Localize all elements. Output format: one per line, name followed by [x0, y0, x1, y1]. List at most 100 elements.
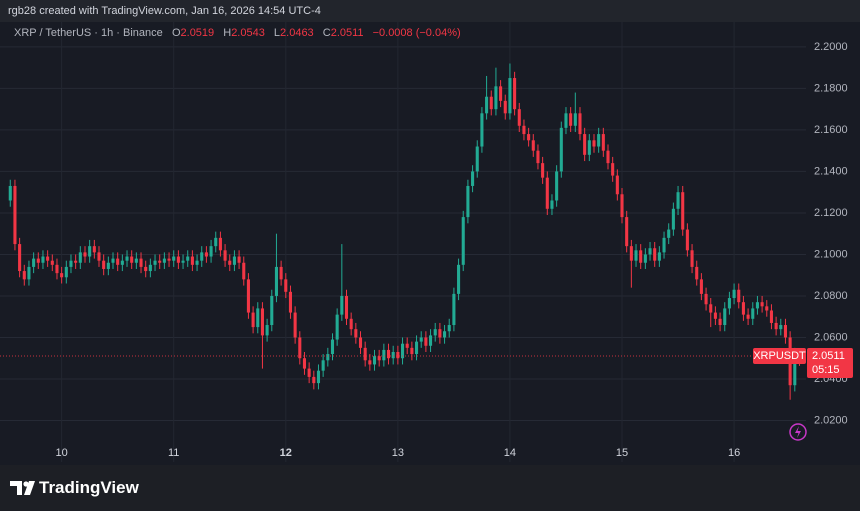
- candle-body: [64, 266, 68, 278]
- candle-body: [587, 140, 591, 155]
- candle-body: [78, 252, 82, 263]
- candle-body: [60, 273, 64, 278]
- candle-body: [274, 266, 278, 296]
- alert-bolt: [795, 426, 801, 438]
- candle-body: [499, 86, 503, 101]
- candle-body: [391, 352, 395, 359]
- ohlc-value: 2.0463: [280, 27, 314, 39]
- candle-body: [671, 208, 675, 230]
- candle-body: [251, 312, 255, 328]
- ohlc-value: 2.0511: [330, 27, 364, 39]
- x-tick-label: 12: [280, 447, 292, 459]
- candle-body: [545, 177, 549, 209]
- candle-body: [765, 306, 769, 311]
- y-tick-label: 2.1200: [814, 207, 848, 219]
- x-tick-label: 11: [168, 447, 179, 459]
- candle-body: [176, 256, 180, 263]
- x-tick-label: 14: [504, 447, 516, 459]
- candle-body: [601, 134, 605, 151]
- candle-body: [410, 347, 414, 355]
- y-tick-label: 2.2000: [814, 41, 848, 53]
- candle-body: [452, 293, 456, 326]
- ticker-label: XRPUSDT: [753, 350, 806, 362]
- candle-body: [485, 96, 489, 114]
- ohlc-key: H: [223, 27, 232, 39]
- candle-body: [190, 256, 194, 265]
- top-bar: [0, 0, 860, 22]
- candle-body: [204, 252, 208, 257]
- candle-body: [424, 337, 428, 346]
- axes: 2.02002.04002.06002.08002.10002.12002.14…: [0, 41, 853, 459]
- candle-body: [13, 185, 17, 245]
- ohlc-key: L: [273, 27, 281, 39]
- candle-body: [461, 217, 465, 265]
- candle-body: [704, 293, 708, 305]
- candle-body: [260, 308, 264, 336]
- x-tick-label: 10: [56, 447, 68, 459]
- candle-body: [793, 354, 797, 386]
- candle-body: [629, 246, 633, 261]
- candle-body: [592, 140, 596, 147]
- candle-body: [559, 127, 563, 172]
- candle-body: [415, 341, 419, 355]
- candle-body: [536, 150, 540, 164]
- brand-logo: [10, 481, 35, 495]
- candle-body: [503, 100, 507, 114]
- candle-body: [242, 262, 246, 280]
- candle-body: [298, 337, 302, 359]
- candle-body: [218, 237, 222, 251]
- y-tick-label: 2.1000: [814, 248, 848, 260]
- candle-body: [246, 279, 250, 313]
- candle-body: [718, 318, 722, 326]
- bottom-bar: [0, 465, 860, 511]
- candle-body: [513, 78, 517, 110]
- candle-body: [358, 337, 363, 348]
- candle-body: [46, 256, 50, 261]
- candles: [8, 63, 802, 400]
- candle-body: [120, 260, 124, 265]
- price-label: 2.0511: [812, 350, 845, 362]
- candle-body: [83, 252, 87, 257]
- candle-body: [746, 314, 750, 319]
- candle-body: [270, 295, 274, 326]
- candle-body: [755, 302, 759, 309]
- candle-body: [50, 260, 54, 265]
- candle-body: [41, 256, 45, 263]
- candle-body: [214, 237, 218, 247]
- candle-body: [200, 252, 204, 261]
- candle-body: [699, 279, 703, 294]
- candle-body: [578, 113, 582, 135]
- y-tick-label: 2.1400: [814, 165, 848, 177]
- candle-body: [555, 171, 559, 201]
- legend: XRP / TetherUS · 1h · Binance O2.0519 H2…: [14, 27, 461, 39]
- candle-body: [569, 113, 573, 126]
- candle-body: [232, 256, 236, 265]
- x-tick-label: 13: [392, 447, 404, 459]
- candle-body: [466, 185, 470, 218]
- alert-icon[interactable]: [789, 423, 807, 441]
- y-tick-label: 2.0600: [814, 331, 848, 343]
- candle-body: [307, 368, 311, 377]
- candle-body: [597, 134, 601, 147]
- candle-body: [751, 308, 755, 319]
- candle-body: [457, 264, 461, 294]
- logo-dot: [23, 481, 29, 487]
- candle-body: [625, 217, 629, 247]
- candle-body: [372, 356, 377, 365]
- candle-body: [639, 250, 643, 263]
- candle-body: [18, 244, 22, 272]
- candle-body: [783, 325, 787, 338]
- y-tick-label: 2.0200: [814, 414, 848, 426]
- candle-body: [443, 331, 447, 338]
- candle-body: [125, 256, 129, 261]
- candle-body: [293, 312, 297, 338]
- candle-body: [405, 343, 409, 348]
- candle-body: [130, 256, 134, 263]
- candle-body: [779, 325, 783, 330]
- candle-body: [774, 322, 778, 330]
- candle-body: [667, 229, 671, 238]
- candle-body: [709, 304, 713, 313]
- candle-body: [741, 302, 745, 315]
